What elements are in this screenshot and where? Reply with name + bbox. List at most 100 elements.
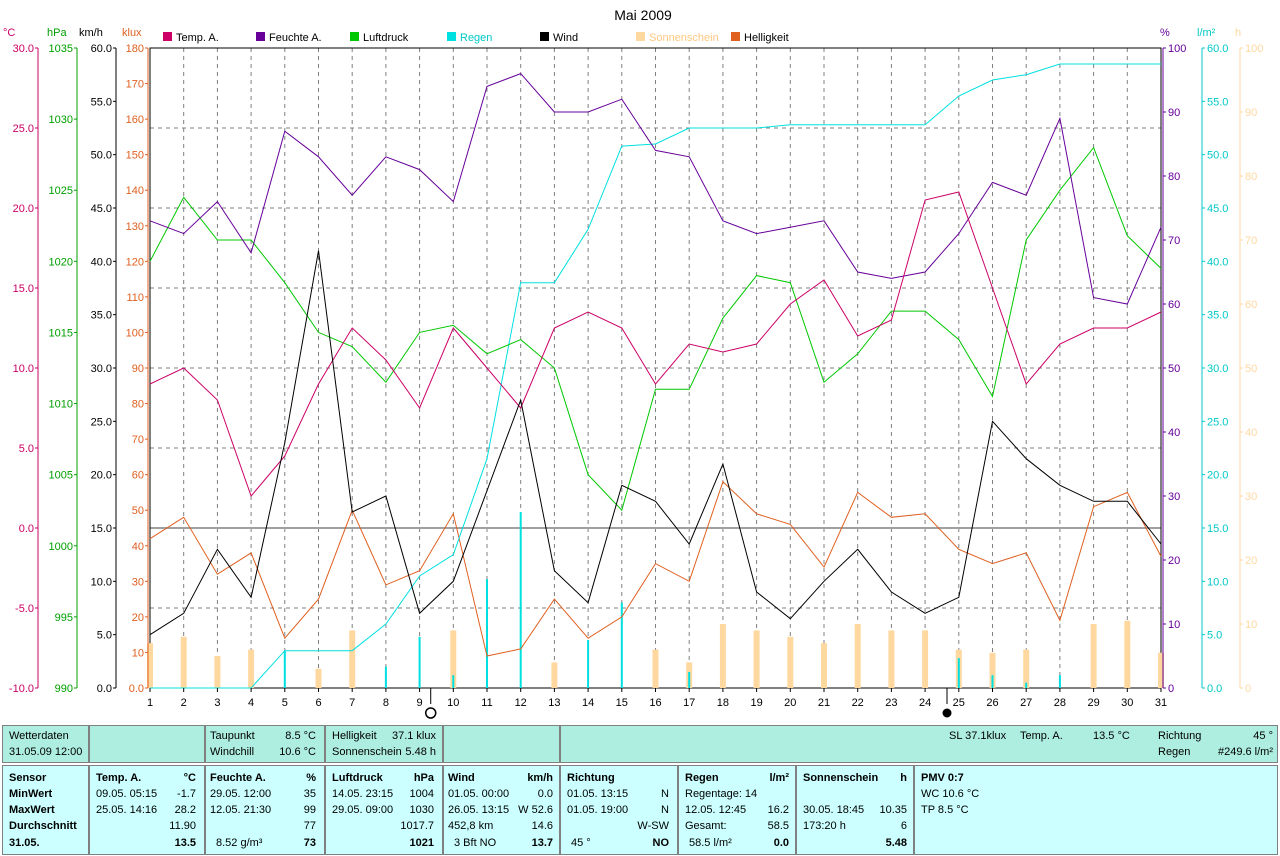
series-line-regen [150, 63, 1161, 689]
temp-value: 13.5 °C [1093, 730, 1130, 742]
tick-label-left: 1010 [49, 399, 73, 411]
tick-label-left: 50.0 [91, 150, 112, 162]
sun-bar [551, 662, 558, 688]
regen-col: Regen l/m² Regentage: 14 12.05. 12:45 16… [678, 765, 796, 855]
luftdruck-col-avg: 1017.7 [400, 820, 434, 832]
axis-unit-left: hPa [47, 27, 67, 39]
sun-bar [180, 636, 187, 688]
x-tick-label: 28 [1054, 697, 1066, 709]
tick-label-right: 40.0 [1207, 256, 1228, 268]
sonne-col-title: Sonnenschein [803, 772, 879, 784]
axis-unit-right: l/m² [1197, 27, 1216, 39]
tick-label-right: 90 [1245, 107, 1257, 119]
feuchte-col-cur: 73 [303, 837, 316, 849]
tick-label-right: 0.0 [1207, 683, 1222, 695]
tick-label-left: 1000 [49, 541, 73, 553]
x-tick-label: 4 [248, 697, 254, 709]
rain-bar [688, 672, 691, 688]
tick-label-left: 130 [126, 221, 144, 233]
richtung-col-avg: W-SW [637, 820, 669, 832]
sun-bar [450, 630, 457, 688]
legend-swatch [636, 32, 645, 41]
tick-label-left: 30 [132, 576, 144, 588]
tick-label-left: 100 [126, 327, 144, 339]
x-tick-label: 11 [481, 697, 492, 709]
temp-col-title: Temp. A. [96, 772, 142, 784]
helligkeit-value: 37.1 klux [391, 730, 436, 742]
sun-bar [349, 630, 356, 688]
pmv-col-wc: WC 10.6 °C [921, 788, 980, 800]
sun-bar [787, 636, 794, 688]
tick-label-left: 15.0 [13, 283, 34, 295]
pmv-col-tp: TP 8.5 °C [921, 804, 969, 816]
x-tick-label: 13 [548, 697, 560, 709]
tick-label-left: 0.0 [97, 683, 112, 695]
sun-bar [214, 656, 221, 688]
tick-label-right: 70 [1168, 235, 1180, 247]
sun-bar [1158, 652, 1164, 688]
richtung-col-title: Richtung [567, 772, 615, 784]
wind-col-cur: 13.7 [531, 837, 553, 849]
windchill-label: Windchill [210, 746, 255, 758]
richtung-label: Richtung [1158, 730, 1202, 742]
x-tick-label: 21 [818, 697, 830, 709]
tick-label-left: 55.0 [91, 96, 112, 108]
current-box: SL 37.1klux Temp. A. 13.5 °C Richtung 45… [560, 725, 1278, 763]
x-tick-label: 26 [986, 697, 998, 709]
legend-swatch [350, 32, 359, 41]
x-tick-label: 14 [582, 697, 594, 709]
x-tick-label: 5 [282, 697, 288, 709]
tick-label-right: 80 [1168, 171, 1180, 183]
feuchte-col-max-time: 12.05. 21:30 [210, 804, 272, 816]
x-tick-label: 25 [953, 697, 965, 709]
wind-col-title: Wind [448, 772, 475, 784]
temp-col-avg: 11.90 [169, 820, 196, 832]
sun-bar [719, 624, 726, 688]
feuchte-col-min-val: 35 [303, 788, 316, 800]
sun-bar [821, 643, 827, 688]
tick-label-left: 30.0 [13, 43, 34, 55]
sonne-col-max-val: 10.35 [879, 804, 907, 816]
regen-col-max-val: 16.2 [767, 804, 789, 816]
regen-label: Regen [1158, 746, 1191, 758]
feuchte-col-abs: 8.52 g/m³ [216, 837, 263, 849]
chart-title: Mai 2009 [614, 7, 672, 23]
tick-label-left: 120 [126, 256, 144, 268]
tick-label-right: 30 [1168, 491, 1180, 503]
helligkeit-box: Helligkeit 37.1 klux Sonnenschein 5.48 h [325, 725, 443, 763]
sun-bar [989, 652, 996, 688]
sensor-avg: Durchschnitt [9, 820, 77, 832]
taupunkt-value: 8.5 °C [285, 730, 316, 742]
axis-unit-left: km/h [79, 27, 103, 39]
regen-value: #249.6 l/m² [1217, 746, 1273, 758]
tick-label-right: 30 [1245, 491, 1257, 503]
x-tick-label: 22 [852, 697, 864, 709]
legend-label: Luftdruck [363, 32, 409, 44]
luftdruck-col-min-time: 14.05. 23:15 [332, 788, 394, 800]
tick-label-right: 5.0 [1207, 630, 1222, 642]
tick-label-left: 990 [55, 683, 73, 695]
sensor-title: Sensor [9, 772, 47, 784]
tick-label-right: 0 [1245, 683, 1251, 695]
wetterdaten-label: Wetterdaten [9, 730, 69, 742]
tick-label-left: 180 [126, 43, 144, 55]
regen-col-gesamt-val: 58.5 [767, 820, 789, 832]
rain-bar [620, 602, 623, 688]
tick-label-left: 10 [132, 647, 144, 659]
regen-col-max-time: 12.05. 12:45 [685, 804, 747, 816]
tick-label-right: 10 [1245, 619, 1257, 631]
legend-swatch [540, 32, 549, 41]
x-tick-label: 27 [1020, 697, 1032, 709]
tick-label-right: 50 [1168, 363, 1180, 375]
temp-label: Temp. A. [1020, 730, 1063, 742]
tick-label-right: 30.0 [1207, 363, 1228, 375]
sun-bar [1090, 624, 1097, 688]
tick-label-left: 150 [126, 150, 144, 162]
tick-label-right: 20 [1245, 555, 1257, 567]
data-panel: Wetterdaten 31.05.09 12:00 Taupunkt 8.5 … [0, 724, 1280, 856]
tick-label-left: 20.0 [13, 203, 34, 215]
tick-label-left: 5.0 [19, 443, 34, 455]
wind-col-bft: 3 Bft NO [454, 837, 497, 849]
sonnenschein-label: Sonnenschein [332, 746, 402, 758]
windchill-value: 10.6 °C [279, 746, 316, 758]
